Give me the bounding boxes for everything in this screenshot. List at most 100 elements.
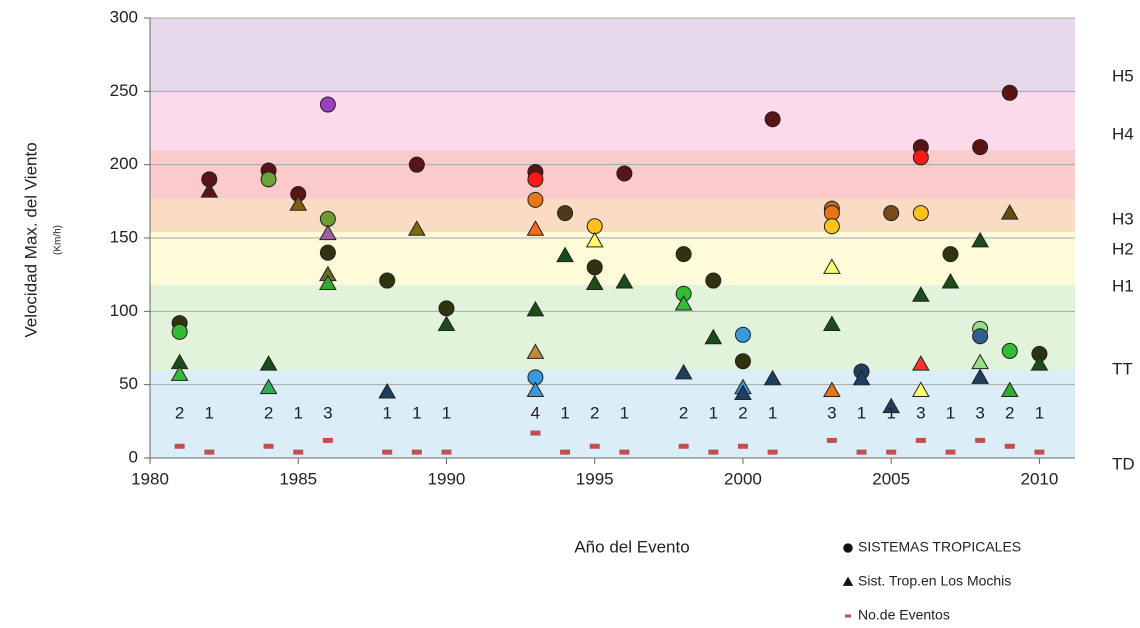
point xyxy=(319,274,337,290)
point xyxy=(319,244,336,261)
point xyxy=(411,449,422,455)
point xyxy=(586,259,603,276)
count-label: 3 xyxy=(323,403,332,422)
point xyxy=(619,449,630,455)
point xyxy=(174,443,185,449)
point xyxy=(823,315,841,332)
point xyxy=(260,171,277,188)
point xyxy=(441,449,452,455)
count-label: 2 xyxy=(264,403,273,422)
count-label: 1 xyxy=(620,403,629,422)
point xyxy=(767,449,778,455)
x-axis-label: Año del Evento xyxy=(574,537,689,556)
point xyxy=(379,272,396,289)
y-tick-label: 50 xyxy=(119,374,138,393)
point xyxy=(289,195,308,211)
point xyxy=(823,218,840,235)
category-band xyxy=(150,18,1075,93)
category-band xyxy=(150,284,1075,370)
point xyxy=(438,300,455,317)
category-band xyxy=(150,150,1075,199)
count-label: 3 xyxy=(975,403,984,422)
legend-marker xyxy=(842,576,854,586)
x-tick-label: 2010 xyxy=(1021,469,1059,488)
point xyxy=(527,191,544,208)
point xyxy=(319,210,336,227)
point xyxy=(319,224,337,241)
band-label: H2 xyxy=(1112,239,1134,258)
count-label: 2 xyxy=(679,403,688,422)
category-band xyxy=(150,370,1075,458)
y-tick-label: 0 xyxy=(129,447,138,466)
y-tick-label: 100 xyxy=(110,301,138,320)
point xyxy=(530,430,541,436)
count-label: 1 xyxy=(886,403,895,422)
point xyxy=(942,246,959,263)
point xyxy=(1034,449,1045,455)
point xyxy=(675,246,692,263)
count-label: 1 xyxy=(382,403,391,422)
point xyxy=(705,272,722,289)
category-band xyxy=(150,92,1075,150)
point xyxy=(971,368,989,384)
count-label: 2 xyxy=(175,403,184,422)
point xyxy=(737,443,748,449)
point xyxy=(704,328,723,345)
point xyxy=(586,218,603,235)
point xyxy=(615,272,634,289)
y-axis-unit: (Km/h) xyxy=(53,225,64,255)
point xyxy=(674,294,693,311)
point xyxy=(526,381,545,398)
legend-label: SISTEMAS TROPICALES xyxy=(858,539,1021,555)
point xyxy=(975,437,986,443)
point xyxy=(1030,355,1049,371)
point xyxy=(204,449,215,455)
point xyxy=(734,326,751,343)
point xyxy=(972,328,989,345)
y-tick-label: 300 xyxy=(110,7,138,26)
point xyxy=(259,355,278,371)
point xyxy=(764,111,781,128)
count-label: 1 xyxy=(709,403,718,422)
count-label: 1 xyxy=(768,403,777,422)
point xyxy=(1004,443,1015,449)
legend-label: Sist. Trop.en Los Mochis xyxy=(858,573,1011,589)
point xyxy=(556,246,574,263)
point xyxy=(823,258,841,274)
point xyxy=(883,205,900,222)
x-tick-label: 2000 xyxy=(724,469,762,488)
category-band xyxy=(150,232,1075,285)
point xyxy=(972,139,989,156)
point xyxy=(589,443,600,449)
point xyxy=(678,443,689,449)
point xyxy=(170,365,189,381)
count-label: 1 xyxy=(442,403,451,422)
point xyxy=(911,381,930,398)
y-tick-label: 250 xyxy=(110,81,138,100)
category-band xyxy=(150,198,1075,233)
point xyxy=(1000,381,1019,398)
point xyxy=(823,381,841,398)
point xyxy=(882,397,901,414)
point xyxy=(945,449,956,455)
y-tick-label: 200 xyxy=(110,154,138,173)
point xyxy=(585,231,604,248)
x-tick-label: 1995 xyxy=(576,469,614,488)
point xyxy=(912,205,929,222)
x-tick-label: 2005 xyxy=(872,469,910,488)
point xyxy=(826,437,837,443)
point xyxy=(1001,84,1018,101)
point xyxy=(259,378,278,395)
y-axis-label: Velocidad Max. del Viento xyxy=(21,142,40,337)
count-label: 3 xyxy=(827,403,836,422)
count-label: 4 xyxy=(531,403,540,422)
legend-marker xyxy=(843,543,853,553)
count-label: 1 xyxy=(857,403,866,422)
point xyxy=(526,300,545,317)
point xyxy=(886,449,897,455)
count-label: 3 xyxy=(916,403,925,422)
count-label: 1 xyxy=(1035,403,1044,422)
point xyxy=(293,449,304,455)
point xyxy=(1000,204,1019,220)
